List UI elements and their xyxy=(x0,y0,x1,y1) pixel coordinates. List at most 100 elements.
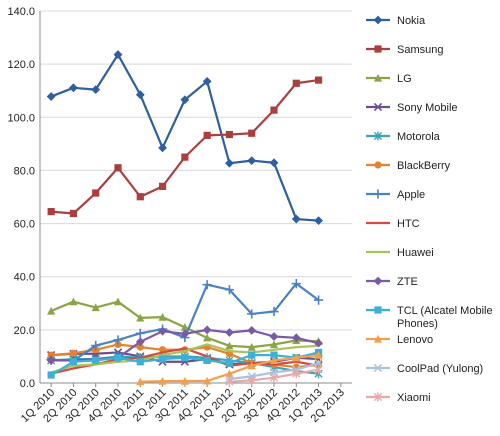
data-point xyxy=(181,354,189,362)
data-point xyxy=(247,375,256,385)
y-tick-label: 40.0 xyxy=(14,272,35,284)
series-11 xyxy=(136,351,323,386)
data-point xyxy=(203,356,211,365)
series-13 xyxy=(225,365,323,387)
data-point xyxy=(313,295,324,305)
data-point xyxy=(291,279,301,289)
data-point xyxy=(158,377,167,385)
series-2 xyxy=(47,297,323,351)
data-point xyxy=(270,106,278,114)
data-point xyxy=(47,208,55,216)
data-point xyxy=(180,95,190,105)
legend-item: Huawei xyxy=(366,247,434,259)
data-point xyxy=(292,79,300,87)
legend-item: CoolPad (Yulong) xyxy=(366,363,483,375)
legend-label: Motorola xyxy=(397,131,441,143)
legend-item: Xiaomi xyxy=(366,392,431,404)
data-point xyxy=(373,363,383,373)
legend-label: Samsung xyxy=(397,44,443,56)
legend-label: Sony Mobile xyxy=(397,102,458,114)
data-point xyxy=(292,353,301,362)
data-point xyxy=(46,356,56,365)
data-point xyxy=(91,340,101,351)
data-point xyxy=(202,325,212,335)
data-point xyxy=(113,50,123,59)
legend-label: CoolPad (Yulong) xyxy=(397,363,483,375)
data-point xyxy=(373,73,383,82)
series-8 xyxy=(50,343,319,374)
data-point xyxy=(314,358,323,368)
data-point xyxy=(136,377,145,386)
data-point xyxy=(269,158,279,168)
legend-label: Nokia xyxy=(397,15,426,27)
data-point xyxy=(114,354,122,362)
data-point xyxy=(202,280,212,290)
data-point xyxy=(203,131,211,139)
data-point xyxy=(69,358,78,366)
y-tick-label: 20.0 xyxy=(14,325,35,337)
data-point xyxy=(47,306,56,315)
series-1 xyxy=(47,76,323,218)
data-point xyxy=(373,102,383,112)
data-point xyxy=(291,333,301,343)
data-point xyxy=(247,156,257,165)
data-point xyxy=(314,216,323,226)
data-point xyxy=(314,365,323,375)
legend-item: ZTE xyxy=(366,276,418,288)
y-tick-label: 140.0 xyxy=(7,6,35,18)
data-point xyxy=(247,325,257,335)
data-point xyxy=(114,164,122,172)
data-point xyxy=(135,90,145,100)
data-point xyxy=(158,313,167,321)
legend-item: TCL (Alcatel Mobile Phones) xyxy=(366,305,493,330)
data-point xyxy=(158,182,167,190)
data-point xyxy=(181,153,189,161)
data-point xyxy=(225,158,234,168)
data-point xyxy=(374,45,382,53)
data-point xyxy=(136,313,145,322)
data-point xyxy=(373,392,383,402)
data-point xyxy=(158,143,167,153)
data-point xyxy=(158,326,167,336)
data-point xyxy=(248,351,256,359)
data-point xyxy=(248,129,256,137)
data-point xyxy=(225,341,234,350)
data-point xyxy=(225,359,234,367)
data-point xyxy=(202,77,212,86)
data-point xyxy=(269,306,279,317)
legend-item: BlackBerry xyxy=(366,160,451,172)
legend-label: LG xyxy=(397,73,412,85)
legend-item: Samsung xyxy=(366,44,443,56)
data-point xyxy=(314,351,323,359)
data-point xyxy=(113,335,123,345)
legend-item: Nokia xyxy=(366,15,426,27)
data-point xyxy=(69,297,78,306)
data-point xyxy=(225,369,234,378)
data-point xyxy=(91,303,100,312)
data-point xyxy=(314,338,323,348)
data-point xyxy=(47,371,55,379)
y-tick-label: 120.0 xyxy=(7,59,35,71)
legend-label: Xiaomi xyxy=(397,392,431,404)
data-point xyxy=(69,83,78,93)
data-point xyxy=(92,356,100,365)
data-point xyxy=(291,214,301,224)
data-point xyxy=(314,76,323,84)
legend: Nokia Samsung LG Sony Mobile Motorola BlackBe… xyxy=(366,15,493,404)
data-point xyxy=(292,369,301,379)
legend-label: ZTE xyxy=(397,276,418,288)
legend-item: Motorola xyxy=(366,131,441,143)
data-point xyxy=(374,306,382,314)
series-10 xyxy=(47,348,323,379)
legend-label: Apple xyxy=(397,189,425,201)
data-point xyxy=(203,333,212,342)
legend-item: LG xyxy=(366,73,412,85)
data-point xyxy=(113,297,123,306)
data-point xyxy=(135,328,145,338)
legend-item: Sony Mobile xyxy=(366,102,458,114)
data-point xyxy=(225,130,234,139)
gridlines xyxy=(39,10,352,384)
data-point xyxy=(92,189,100,197)
